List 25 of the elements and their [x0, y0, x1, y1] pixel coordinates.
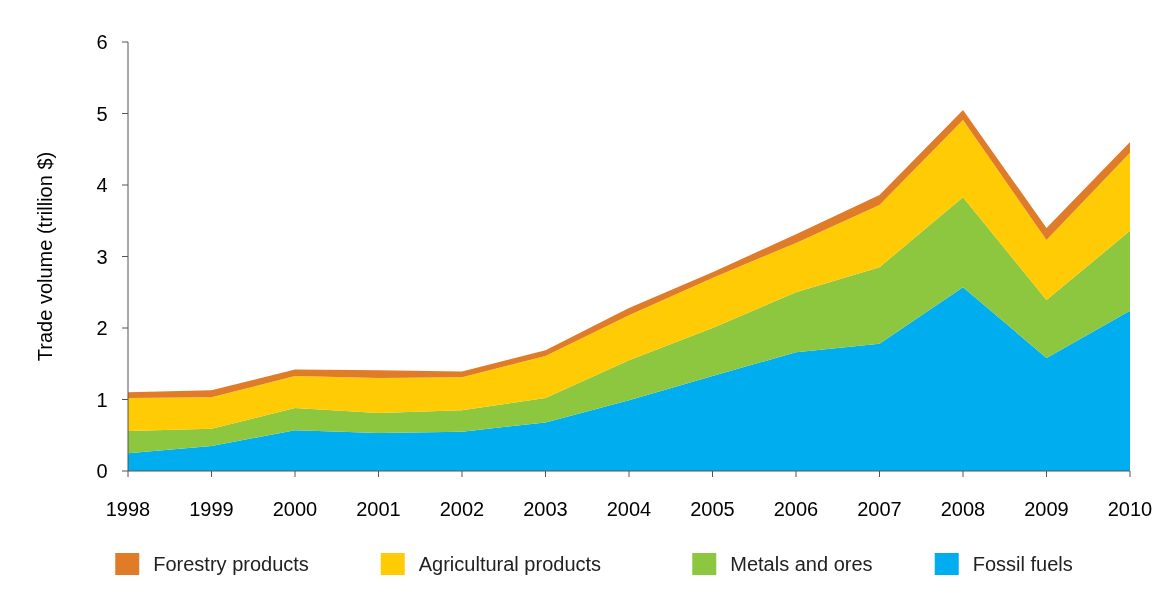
y-tick-label: 2 [96, 317, 108, 339]
y-tick-label: 1 [96, 388, 108, 411]
x-tick-label: 2008 [940, 498, 986, 520]
x-tick-label: 2009 [1024, 498, 1069, 520]
x-tick-label: 1999 [189, 498, 234, 520]
x-tick-label: 2004 [606, 498, 652, 520]
x-tick-label: 2003 [523, 498, 568, 520]
x-tick-label: 2001 [356, 498, 401, 520]
legend-label: Metals and ores [730, 553, 873, 575]
x-tick-label: 1998 [105, 498, 151, 520]
y-tick-label: 6 [96, 31, 108, 53]
x-tick-label: 2000 [272, 498, 318, 520]
x-tick-label: 2005 [690, 498, 735, 520]
y-axis-title: Trade volume (trillion $) [34, 151, 56, 362]
legend-label: Forestry products [153, 553, 309, 575]
y-tick-label: 5 [96, 102, 108, 125]
legend-label: Fossil fuels [972, 553, 1073, 575]
y-tick-label: 3 [96, 245, 108, 268]
x-tick-label: 2006 [773, 498, 819, 520]
x-tick-label: 2010 [1107, 498, 1153, 520]
x-tick-label: 2002 [439, 498, 485, 520]
y-tick-label: 0 [96, 460, 108, 482]
legend-label: Agricultural products [418, 553, 602, 575]
x-tick-label: 2007 [857, 498, 902, 520]
y-tick-label: 4 [96, 174, 108, 196]
